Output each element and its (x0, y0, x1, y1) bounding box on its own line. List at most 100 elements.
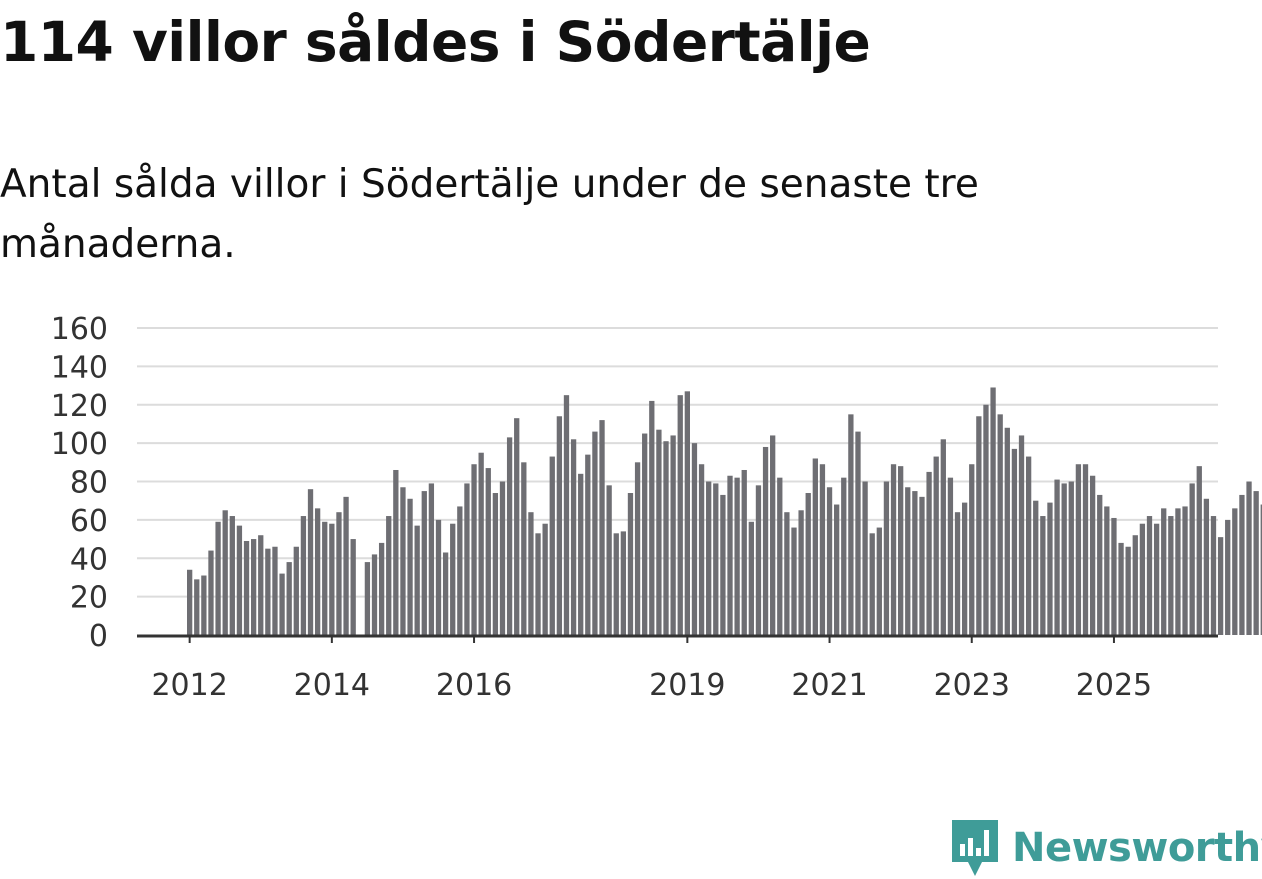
bar (478, 452, 484, 635)
bar (1182, 506, 1188, 635)
bar (1153, 523, 1160, 635)
bar (1139, 523, 1146, 635)
bar (442, 552, 449, 635)
bar (983, 404, 989, 635)
bar (926, 471, 932, 635)
bar (976, 416, 982, 635)
bar (869, 533, 875, 635)
bar (606, 485, 612, 635)
bar (471, 464, 477, 635)
bar (1025, 456, 1032, 635)
bar (727, 475, 733, 635)
bar (393, 469, 399, 635)
bar (1253, 491, 1259, 635)
bar (286, 562, 292, 635)
bar (201, 575, 207, 635)
x-tick-label: 2025 (1076, 668, 1152, 703)
bar (1004, 427, 1010, 635)
bar (954, 512, 961, 635)
bar (1203, 498, 1210, 635)
bar (826, 487, 833, 635)
newsworthy-logo-text: Newsworthy (1012, 825, 1262, 871)
bar (1047, 502, 1053, 635)
bar (535, 533, 541, 635)
bar (912, 491, 918, 635)
bar (706, 481, 712, 635)
bar (1132, 535, 1138, 635)
bar (1040, 516, 1046, 635)
bar (890, 464, 897, 635)
y-tick-label: 100 (51, 427, 108, 462)
bar (805, 493, 811, 635)
bar (862, 481, 868, 635)
x-tick-label: 2012 (151, 668, 227, 703)
bar (990, 387, 996, 635)
bar (457, 506, 463, 635)
bar (713, 483, 719, 635)
page-title: 114 villor såldes i Södertälje (0, 10, 871, 74)
bar (265, 548, 271, 635)
bar (627, 493, 634, 635)
y-tick-label: 80 (70, 466, 108, 501)
y-tick-label: 160 (51, 312, 108, 347)
y-tick-label: 20 (70, 581, 108, 616)
newsworthy-logo: Newsworthy (950, 818, 1262, 878)
bar (720, 494, 726, 635)
x-tick-label: 2019 (649, 668, 725, 703)
bar (506, 437, 513, 635)
bars (187, 387, 1262, 636)
bar (485, 468, 491, 635)
bar (1168, 516, 1174, 635)
bar (215, 521, 221, 635)
bar (314, 508, 321, 635)
bar (812, 458, 818, 635)
bar (1225, 519, 1231, 636)
bar (1061, 483, 1067, 635)
bar (585, 454, 591, 635)
bar (791, 527, 797, 635)
bar (947, 477, 954, 635)
bar (599, 420, 605, 635)
bar (236, 525, 243, 635)
bar (250, 539, 257, 635)
bar (933, 456, 939, 635)
bar (663, 441, 669, 635)
bar (1189, 483, 1195, 635)
bar (371, 554, 378, 635)
y-tick-label: 0 (89, 619, 108, 654)
bar (450, 523, 456, 635)
bar (642, 433, 648, 635)
bar (208, 550, 214, 635)
bar (322, 521, 328, 635)
bar (670, 435, 676, 635)
bar (364, 562, 371, 635)
bar (755, 485, 762, 635)
bar (556, 416, 563, 635)
bar (1097, 494, 1103, 635)
bar (1146, 516, 1153, 635)
bar (798, 510, 804, 635)
bar (279, 573, 285, 635)
bar (570, 439, 577, 635)
y-tick-label: 140 (51, 350, 108, 385)
bar (542, 523, 548, 635)
bar (293, 546, 299, 635)
bar (499, 481, 506, 635)
bar (1210, 516, 1217, 635)
y-tick-label: 60 (70, 504, 108, 539)
x-tick-label: 2014 (294, 668, 370, 703)
bar (649, 400, 655, 635)
bar (563, 395, 570, 635)
bar (428, 483, 435, 635)
bar (855, 431, 861, 635)
bar (1239, 494, 1245, 635)
bar (784, 512, 790, 635)
bar (1068, 481, 1074, 635)
bar (940, 439, 946, 635)
x-tick-label: 2021 (791, 668, 867, 703)
bar (407, 498, 413, 635)
bar (1161, 508, 1167, 635)
bar (300, 516, 307, 635)
